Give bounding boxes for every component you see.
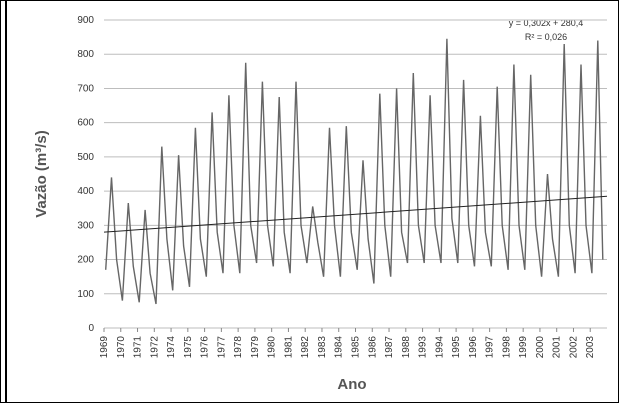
data-line	[105, 38, 604, 305]
x-tick-label: 1970	[116, 336, 127, 359]
x-tick-label: 1997	[485, 336, 496, 359]
y-tick-label: 0	[88, 323, 94, 334]
x-tick-label: 1986	[367, 336, 378, 359]
x-tick-label: 1971	[133, 336, 144, 359]
x-tick-label: 1987	[384, 336, 395, 359]
x-tick-label: 1976	[200, 336, 211, 359]
x-tick-label: 2001	[552, 336, 563, 359]
x-tick-label: 1994	[434, 336, 445, 359]
x-axis-title: Ano	[337, 376, 366, 393]
x-tick-label: 2003	[585, 336, 596, 359]
x-tick-label: 1988	[401, 336, 412, 359]
y-tick-label: 100	[77, 289, 94, 300]
y-tick-label: 700	[77, 83, 94, 94]
x-tick-label: 1977	[216, 336, 227, 359]
annotation: y = 0,302x + 280,4	[509, 18, 584, 28]
x-tick-label: 2002	[568, 336, 579, 359]
x-tick-label: 1983	[317, 336, 328, 359]
y-axis-title: Vazão (m³/s)	[33, 130, 50, 218]
x-tick-label: 1998	[501, 336, 512, 359]
x-tick-label: 1975	[183, 336, 194, 359]
y-tick-label: 900	[77, 15, 94, 26]
x-tick-label: 1995	[451, 336, 462, 359]
x-tick-label: 1996	[468, 336, 479, 359]
y-tick-label: 500	[77, 152, 94, 163]
x-tick-label: 1982	[300, 336, 311, 359]
x-tick-label: 1999	[518, 336, 529, 359]
x-tick-label: 1980	[267, 336, 278, 359]
y-tick-label: 200	[77, 255, 94, 266]
trendline	[103, 195, 608, 233]
x-tick-label: 1981	[283, 336, 294, 359]
x-tick-label: 1974	[166, 336, 177, 359]
y-tick-label: 600	[77, 118, 94, 129]
y-tick-label: 400	[77, 186, 94, 197]
y-tick-label: 800	[77, 49, 94, 60]
x-tick-label: 1979	[250, 336, 261, 359]
y-tick-label: 300	[77, 220, 94, 231]
x-tick-label: 1985	[351, 336, 362, 359]
x-tick-label: 1969	[99, 336, 110, 359]
x-tick-label: 1993	[418, 336, 429, 359]
x-tick-label: 1978	[233, 336, 244, 359]
annotation: R² = 0,026	[525, 32, 567, 42]
x-tick-label: 1984	[334, 336, 345, 359]
x-tick-label: 2000	[535, 336, 546, 359]
x-tick-label: 1972	[149, 336, 160, 359]
